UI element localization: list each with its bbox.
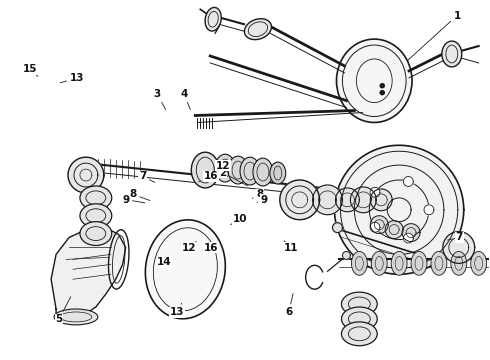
Ellipse shape (451, 251, 467, 275)
Ellipse shape (80, 222, 112, 246)
Ellipse shape (215, 154, 235, 182)
Polygon shape (380, 91, 384, 95)
Polygon shape (335, 145, 464, 274)
Polygon shape (402, 224, 420, 242)
Ellipse shape (431, 251, 447, 275)
Ellipse shape (253, 158, 273, 186)
Polygon shape (280, 180, 319, 220)
Text: 11: 11 (284, 241, 298, 253)
Ellipse shape (80, 186, 112, 210)
Ellipse shape (270, 162, 286, 184)
Ellipse shape (342, 292, 377, 316)
Polygon shape (385, 221, 403, 239)
Ellipse shape (411, 251, 427, 275)
Polygon shape (68, 157, 104, 193)
Ellipse shape (146, 220, 225, 319)
Polygon shape (313, 185, 343, 215)
Ellipse shape (80, 204, 112, 228)
Ellipse shape (342, 307, 377, 331)
Ellipse shape (54, 309, 98, 325)
Polygon shape (343, 251, 350, 260)
Text: 13: 13 (60, 73, 84, 83)
Text: 9: 9 (122, 195, 145, 204)
Ellipse shape (471, 251, 487, 275)
Text: 3: 3 (154, 89, 166, 110)
Polygon shape (370, 187, 380, 197)
Ellipse shape (191, 152, 219, 188)
Text: 7: 7 (139, 171, 155, 183)
Ellipse shape (371, 251, 387, 275)
Text: 2: 2 (220, 168, 247, 186)
Ellipse shape (228, 156, 248, 184)
Text: 7: 7 (447, 232, 463, 242)
Text: 15: 15 (23, 64, 38, 76)
Polygon shape (424, 205, 434, 215)
Polygon shape (370, 222, 380, 232)
Ellipse shape (342, 322, 377, 346)
Text: 14: 14 (157, 257, 172, 267)
Text: 10: 10 (230, 214, 247, 225)
Polygon shape (370, 216, 388, 234)
Polygon shape (350, 187, 376, 213)
Polygon shape (403, 176, 413, 186)
Text: 9: 9 (257, 195, 268, 204)
Polygon shape (333, 223, 343, 233)
Polygon shape (336, 188, 359, 212)
Text: 8: 8 (252, 189, 263, 199)
Text: 6: 6 (285, 293, 293, 317)
Ellipse shape (391, 251, 407, 275)
Text: 5: 5 (55, 297, 71, 324)
Ellipse shape (337, 39, 412, 122)
Polygon shape (380, 84, 384, 88)
Polygon shape (443, 231, 475, 264)
Text: 16: 16 (204, 243, 218, 253)
Polygon shape (403, 233, 413, 243)
Text: 16: 16 (199, 171, 218, 182)
Ellipse shape (442, 41, 462, 67)
Polygon shape (370, 189, 392, 211)
Ellipse shape (205, 8, 221, 31)
Text: 1: 1 (408, 11, 461, 60)
Text: 4: 4 (180, 89, 190, 109)
Text: 13: 13 (170, 303, 184, 317)
Ellipse shape (351, 251, 368, 275)
Ellipse shape (240, 157, 260, 185)
Ellipse shape (245, 19, 271, 40)
Text: 12: 12 (182, 242, 196, 253)
Text: 12: 12 (216, 161, 230, 173)
Text: 8: 8 (129, 189, 150, 201)
Polygon shape (51, 228, 125, 319)
